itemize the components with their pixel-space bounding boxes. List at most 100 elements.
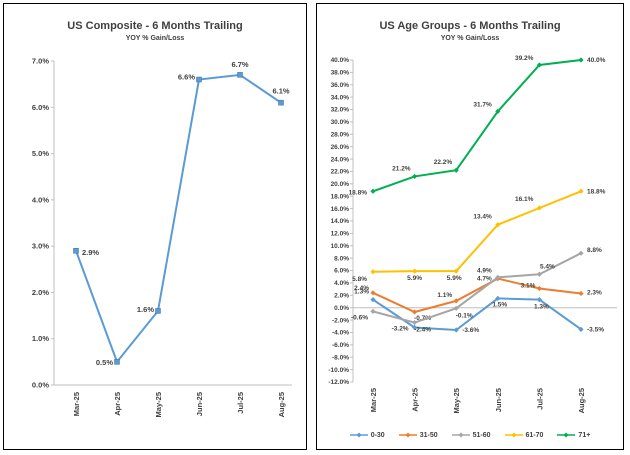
legend-swatch xyxy=(451,432,470,438)
data-point-31-50 xyxy=(453,298,459,304)
legend-item-61-70: 61-70 xyxy=(504,431,543,439)
x-tick-label: May-25 xyxy=(154,392,163,417)
x-tick-label: Aug-25 xyxy=(277,392,286,417)
y-tick-label: 0.0% xyxy=(32,381,49,390)
data-label-31-50: 2.3% xyxy=(587,289,602,296)
composite-chart-panel: US Composite - 6 Months Trailing YOY % G… xyxy=(3,3,307,450)
data-label-31-50: 2.4% xyxy=(354,285,369,292)
legend-swatch xyxy=(349,432,368,438)
data-point-0-30 xyxy=(536,297,542,303)
y-tick-label: 32.0% xyxy=(331,107,350,114)
y-tick-label: 8.0% xyxy=(334,255,349,262)
y-tick-label: 38.0% xyxy=(331,70,350,77)
x-tick-label: Apr-25 xyxy=(411,388,420,412)
legend-item-31-50: 31-50 xyxy=(398,431,438,439)
data-point-51-60 xyxy=(453,305,459,311)
y-tick-label: 3.0% xyxy=(32,242,49,251)
data-label-61-70: 18.8% xyxy=(587,188,606,195)
y-tick-label: 12.0% xyxy=(331,231,350,238)
y-tick-label: -2.0% xyxy=(332,317,349,324)
age-groups-chart-subtitle: YOY % Gain/Loss xyxy=(440,35,500,42)
legend-label: 51-60 xyxy=(472,431,491,439)
composite-data-label: 6.1% xyxy=(272,87,289,96)
composite-data-point xyxy=(73,248,79,254)
legend-label: 0-30 xyxy=(370,431,385,439)
data-point-71+ xyxy=(495,108,501,114)
composite-data-point xyxy=(237,72,243,78)
legend-item-51-60: 51-60 xyxy=(451,431,491,439)
y-tick-label: 6.0% xyxy=(334,268,349,275)
composite-data-point xyxy=(114,359,120,365)
y-tick-label: 2.0% xyxy=(334,293,349,300)
y-tick-label: 2.0% xyxy=(32,288,49,297)
y-tick-label: 0.0% xyxy=(334,305,349,312)
data-point-51-60 xyxy=(370,308,376,315)
data-point-0-30 xyxy=(578,326,584,332)
data-point-61-70 xyxy=(578,188,584,194)
data-label-0-30: 1.5% xyxy=(492,301,507,308)
series-line-61-70 xyxy=(372,190,582,273)
y-tick-label: 4.0% xyxy=(32,195,49,204)
legend-swatch xyxy=(504,432,523,438)
data-point-51-60 xyxy=(578,250,584,256)
age-groups-chart-title: US Age Groups - 6 Months Trailing xyxy=(379,20,561,32)
data-label-61-70: 5.8% xyxy=(352,276,367,283)
composite-data-point xyxy=(155,308,161,314)
data-label-71+: 39.2% xyxy=(515,55,534,62)
data-label-0-30: -3.2% xyxy=(392,326,409,333)
y-tick-label: 40.0% xyxy=(331,57,350,64)
data-point-0-30 xyxy=(453,327,459,333)
data-point-31-50 xyxy=(578,290,584,297)
composite-data-label: 6.7% xyxy=(231,60,248,69)
age-groups-legend: 0-30 31-50 51-60 61-70 71+ xyxy=(317,431,623,439)
data-label-51-60: -0.1% xyxy=(456,312,473,319)
y-tick-label: 1.0% xyxy=(32,334,49,343)
data-label-51-60: -0.6% xyxy=(351,314,368,321)
data-label-51-60: -2.4% xyxy=(414,327,431,334)
data-label-61-70: 16.1% xyxy=(515,196,534,203)
age-groups-chart-plot: -12.0% -10.0% -8.0% -6.0% -4.0% -2.0% 0.0% 2.0%… xyxy=(328,55,617,413)
y-tick-label: 16.0% xyxy=(331,206,350,213)
x-tick-label: Jul-25 xyxy=(236,392,245,414)
data-label-51-60: 8.8% xyxy=(587,247,602,254)
legend-swatch xyxy=(557,432,576,438)
y-tick-label: -6.0% xyxy=(332,342,349,349)
y-tick-label: 14.0% xyxy=(331,218,350,225)
data-point-71+ xyxy=(453,167,459,173)
data-point-71+ xyxy=(412,173,418,180)
data-point-31-50 xyxy=(370,290,376,296)
data-label-71+: 22.2% xyxy=(434,159,453,166)
legend-label: 31-50 xyxy=(419,431,438,439)
data-label-31-50: 3.1% xyxy=(521,282,536,289)
composite-data-point xyxy=(196,76,202,83)
composite-chart-subtitle: YOY % Gain/Loss xyxy=(125,35,185,42)
data-label-51-60: 5.4% xyxy=(540,263,555,270)
data-label-0-30: 1.3% xyxy=(354,289,369,296)
composite-chart-title: US Composite - 6 Months Trailing xyxy=(67,20,243,32)
data-point-61-70 xyxy=(412,268,418,274)
y-tick-label: 24.0% xyxy=(331,156,350,163)
series-line-31-50 xyxy=(372,277,582,314)
y-tick-label: 7.0% xyxy=(32,57,49,66)
data-point-61-70 xyxy=(370,269,376,275)
data-label-0-30: -3.5% xyxy=(587,326,604,333)
data-point-61-70 xyxy=(453,268,459,274)
data-label-31-50: 1.1% xyxy=(437,292,452,299)
composite-series-line xyxy=(75,73,282,364)
data-label-51-60: 4.9% xyxy=(477,267,492,274)
x-tick-label: Jun-25 xyxy=(195,392,204,416)
data-label-0-30: -3.6% xyxy=(462,327,479,334)
data-label-71+: 31.7% xyxy=(473,101,492,108)
y-tick-label: 34.0% xyxy=(331,94,350,101)
composite-chart-plot: 0.0% 1.0% 2.0% 3.0% 4.0% 5.0% 6.0% 7.0% Mar-25 Ap… xyxy=(32,57,292,417)
y-tick-label: 4.0% xyxy=(334,280,349,287)
x-tick-label: Mar-25 xyxy=(72,392,81,416)
legend-label: 71+ xyxy=(578,431,591,439)
y-tick-label: 30.0% xyxy=(331,119,350,126)
data-point-61-70 xyxy=(536,205,542,211)
y-tick-label: 5.0% xyxy=(32,149,49,158)
x-tick-label: Mar-25 xyxy=(369,388,378,412)
composite-data-label: 0.5% xyxy=(96,358,113,367)
y-tick-label: -4.0% xyxy=(332,330,349,337)
data-label-71+: 18.8% xyxy=(349,189,368,196)
